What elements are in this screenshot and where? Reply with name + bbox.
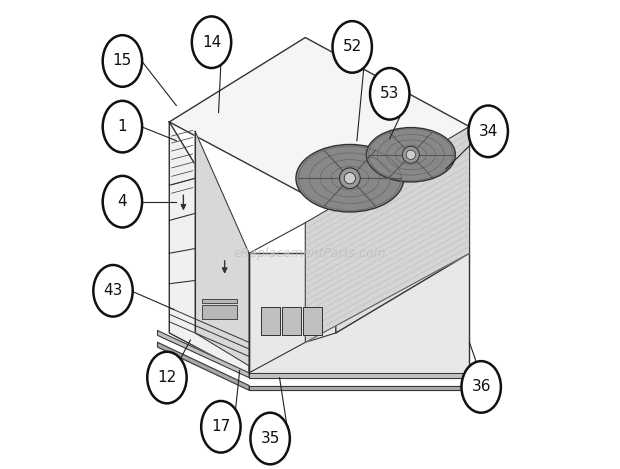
Ellipse shape bbox=[469, 106, 508, 157]
Polygon shape bbox=[169, 122, 249, 375]
Text: 17: 17 bbox=[211, 419, 231, 434]
Polygon shape bbox=[169, 38, 469, 211]
Text: 43: 43 bbox=[104, 283, 123, 298]
Ellipse shape bbox=[103, 101, 142, 152]
Ellipse shape bbox=[202, 401, 241, 453]
Bar bbox=[282, 307, 301, 335]
Polygon shape bbox=[157, 342, 249, 390]
Text: 36: 36 bbox=[471, 379, 491, 394]
Ellipse shape bbox=[332, 21, 372, 73]
Ellipse shape bbox=[370, 68, 409, 120]
Circle shape bbox=[406, 150, 415, 159]
Circle shape bbox=[402, 146, 419, 163]
Polygon shape bbox=[249, 386, 469, 390]
Ellipse shape bbox=[296, 144, 404, 212]
Bar bbox=[202, 299, 237, 303]
Polygon shape bbox=[157, 331, 249, 378]
Bar bbox=[261, 307, 280, 335]
Ellipse shape bbox=[461, 361, 501, 413]
Ellipse shape bbox=[94, 265, 133, 317]
Text: 14: 14 bbox=[202, 35, 221, 50]
Text: 34: 34 bbox=[479, 124, 498, 139]
Polygon shape bbox=[305, 127, 469, 342]
Ellipse shape bbox=[366, 128, 455, 182]
Bar bbox=[303, 307, 322, 335]
Circle shape bbox=[340, 168, 360, 189]
Text: 52: 52 bbox=[343, 39, 362, 54]
Polygon shape bbox=[249, 253, 469, 375]
Text: eReplacementParts.com: eReplacementParts.com bbox=[234, 247, 386, 260]
Text: 4: 4 bbox=[118, 194, 127, 209]
Ellipse shape bbox=[103, 35, 142, 87]
Text: 35: 35 bbox=[260, 431, 280, 446]
Ellipse shape bbox=[250, 413, 290, 464]
Text: 1: 1 bbox=[118, 119, 127, 134]
Circle shape bbox=[344, 173, 355, 184]
Text: 15: 15 bbox=[113, 53, 132, 68]
Ellipse shape bbox=[192, 16, 231, 68]
Ellipse shape bbox=[103, 176, 142, 227]
Text: 12: 12 bbox=[157, 370, 177, 385]
Ellipse shape bbox=[148, 352, 187, 403]
Polygon shape bbox=[336, 127, 469, 333]
Polygon shape bbox=[195, 131, 249, 366]
Polygon shape bbox=[249, 373, 469, 378]
Text: 53: 53 bbox=[380, 86, 399, 101]
Bar bbox=[202, 305, 237, 319]
